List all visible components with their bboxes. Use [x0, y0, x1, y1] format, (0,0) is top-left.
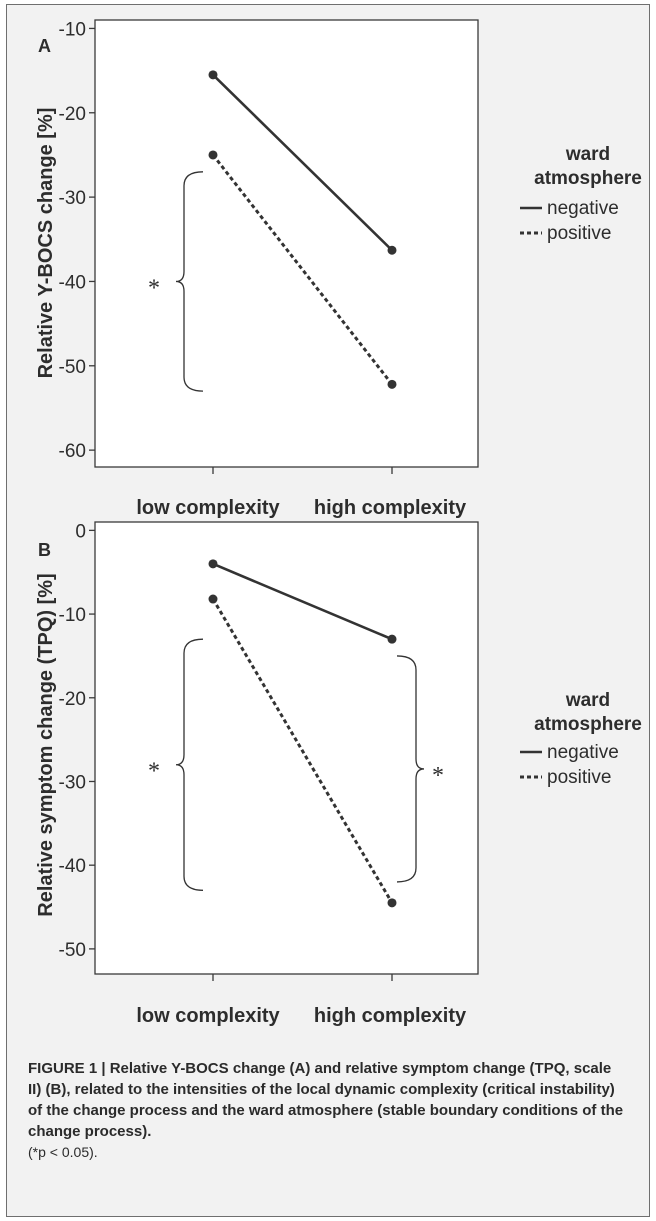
panel-a-point-positive — [208, 150, 218, 160]
panel-a-y-tick-label: -20 — [59, 104, 86, 125]
panel-a-y-tick-label: -40 — [59, 272, 86, 293]
panel-a-plot-area — [94, 19, 479, 468]
panel-b-x-ticks — [212, 974, 393, 981]
panel-a-significance-star-left: * — [148, 275, 160, 301]
panel-a-legend-title-line1: ward — [565, 144, 610, 165]
panel-b-legend-title-line2: atmosphere — [534, 714, 642, 735]
panel-b-y-tick-label: -10 — [59, 605, 86, 626]
figure-caption: FIGURE 1 | Relative Y-BOCS change (A) an… — [28, 1058, 628, 1163]
panel-a-annotations: * — [148, 171, 204, 392]
panel-a-legend-negative-label: negative — [547, 198, 619, 219]
caption-text: FIGURE 1 | Relative Y-BOCS change (A) an… — [28, 1060, 624, 1140]
panel-b-point-positive — [208, 594, 218, 604]
panel-b-legend-negative-label: negative — [547, 742, 619, 763]
panel-a-x-ticks — [212, 467, 393, 474]
panel-b: B Relative symptom change (TPQ) [%] 0 -10… — [35, 521, 642, 1027]
panel-b-legend: ward atmosphere negative positive — [520, 690, 642, 788]
panel-b-label: B — [38, 540, 51, 560]
panel-b-brace-left — [175, 638, 204, 891]
panel-b-point-positive — [387, 898, 397, 908]
panel-b-category-low: low complexity — [136, 1005, 280, 1027]
panel-b-y-tick-label: -20 — [59, 689, 86, 710]
panel-a-legend-title-line2: atmosphere — [534, 168, 642, 189]
panel-b-y-tick-label: -50 — [59, 940, 86, 961]
panel-a-y-tick-label: -60 — [59, 441, 86, 462]
panel-a-y-ticks: -10 -20 -30 -40 -50 -60 — [59, 19, 95, 462]
panel-a-point-negative — [387, 245, 397, 255]
panel-a-y-axis-label: Relative Y-BOCS change [%] — [35, 108, 57, 379]
panel-b-significance-star-right: * — [432, 763, 444, 789]
panel-b-line-negative — [212, 562, 393, 641]
panel-b-line-positive — [211, 598, 394, 904]
panel-a-y-tick-label: -30 — [59, 188, 86, 209]
panel-b-brace-right — [396, 655, 425, 883]
panel-a-y-tick-label: -10 — [59, 19, 86, 40]
panel-b-annotations: * * — [148, 638, 444, 891]
panel-b-y-tick-label: -40 — [59, 856, 86, 877]
panel-a-label: A — [38, 36, 51, 56]
panel-b-legend-positive-label: positive — [547, 767, 611, 788]
panel-a-legend: ward atmosphere negative positive — [520, 144, 642, 244]
panel-a-point-negative — [208, 70, 218, 80]
panel-b-y-axis-label: Relative symptom change (TPQ) [%] — [35, 573, 57, 916]
panel-a-series — [208, 70, 397, 389]
panel-a-category-low: low complexity — [136, 497, 280, 519]
panel-b-series — [208, 559, 397, 908]
panel-a-category-high: high complexity — [314, 497, 467, 519]
panel-b-point-negative — [387, 634, 397, 644]
panel-a-legend-positive-label: positive — [547, 223, 611, 244]
panel-b-y-ticks: 0 -10 -20 -30 -40 -50 — [59, 521, 95, 961]
panel-a-line-negative — [212, 73, 393, 252]
panel-b-category-high: high complexity — [314, 1005, 467, 1027]
caption-significance-note: (*p < 0.05). — [28, 1144, 98, 1160]
panel-a-point-positive — [387, 379, 397, 389]
panel-b-significance-star-left: * — [148, 759, 160, 785]
panel-a-brace-left — [175, 171, 204, 392]
panel-b-legend-title-line1: ward — [565, 690, 610, 711]
panel-a-y-tick-label: -50 — [59, 357, 86, 378]
panel-b-plot-area — [94, 521, 479, 975]
panel-b-y-tick-label: -30 — [59, 772, 86, 793]
panel-a: A Relative Y-BOCS change [%] -10 -20 -30 -4… — [35, 19, 642, 519]
panel-b-point-negative — [208, 559, 218, 569]
panel-b-y-tick-label: 0 — [75, 521, 86, 542]
